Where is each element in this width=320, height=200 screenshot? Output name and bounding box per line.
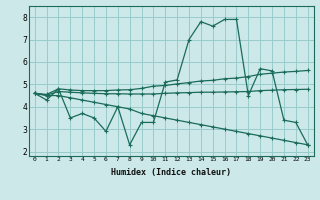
X-axis label: Humidex (Indice chaleur): Humidex (Indice chaleur)	[111, 168, 231, 177]
